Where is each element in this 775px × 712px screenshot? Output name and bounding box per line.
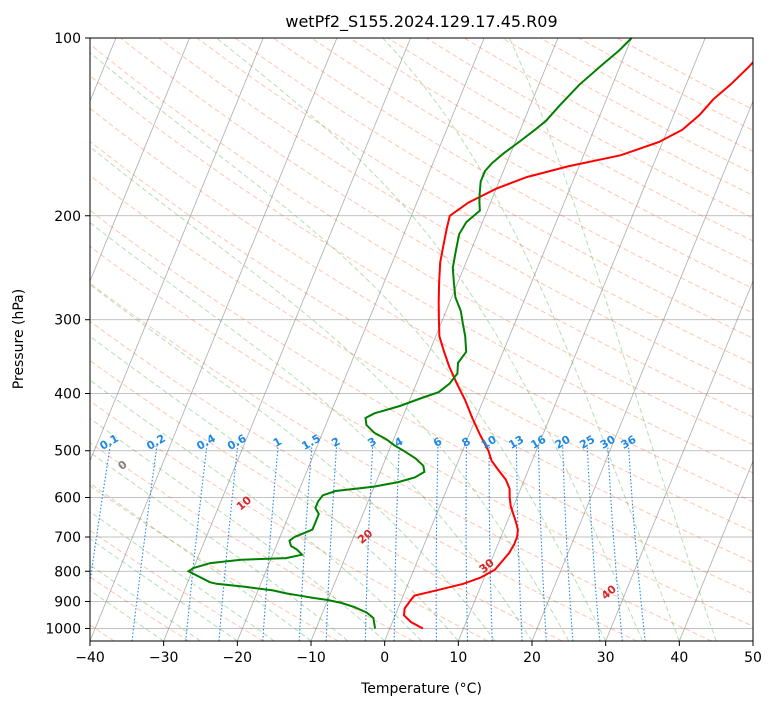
x-tick-label: 50 — [744, 650, 762, 666]
y-tick-label: 300 — [54, 313, 81, 329]
x-tick-label: 20 — [523, 650, 541, 666]
y-tick-label: 700 — [54, 530, 81, 546]
y-tick-label: 200 — [54, 209, 81, 225]
x-axis-label: Temperature (°C) — [360, 681, 482, 697]
x-tick-label: −40 — [75, 650, 105, 666]
y-tick-label: 800 — [54, 564, 81, 580]
x-tick-label: −20 — [223, 650, 253, 666]
y-axis-label: Pressure (hPa) — [11, 289, 27, 389]
x-tick-label: −30 — [149, 650, 179, 666]
y-tick-label: 400 — [54, 387, 81, 403]
y-tick-label: 500 — [54, 444, 81, 460]
chart-title: wetPf2_S155.2024.129.17.45.R09 — [285, 12, 557, 32]
x-tick-label: −10 — [296, 650, 326, 666]
y-tick-label: 600 — [54, 490, 81, 506]
x-tick-label: 10 — [449, 650, 467, 666]
x-tick-label: 0 — [380, 650, 389, 666]
y-tick-label: 1000 — [45, 621, 81, 637]
y-tick-label: 100 — [54, 31, 81, 47]
y-tick-label: 900 — [54, 594, 81, 610]
x-tick-label: 30 — [597, 650, 615, 666]
x-tick-label: 40 — [670, 650, 688, 666]
